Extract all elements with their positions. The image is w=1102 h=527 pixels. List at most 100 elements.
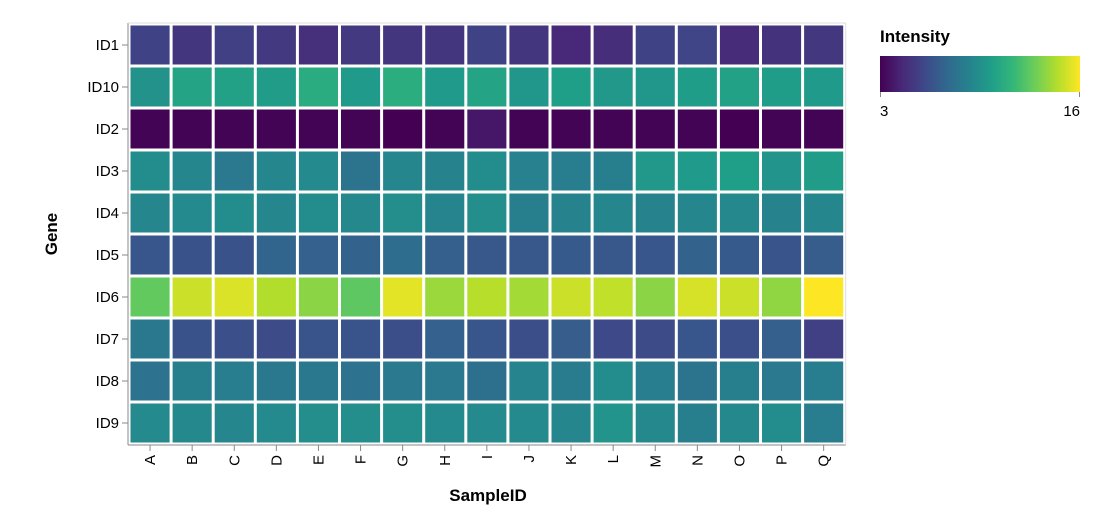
heatmap-cell [676,276,718,318]
heatmap-cell [718,24,761,66]
heatmap-cell [508,360,550,402]
heatmap-cell [340,276,382,318]
heatmap-cell [466,234,508,276]
heatmap-cell [718,234,761,276]
x-tick-label: I [479,455,496,459]
heatmap-cell [634,360,676,402]
heatmap-cell [803,402,845,444]
heatmap-cell [803,276,845,318]
y-tick-label: ID10 [87,79,119,96]
heatmap-cell [508,192,550,234]
heatmap-cell [297,402,339,444]
heatmap-cell [803,24,845,66]
heatmap-cell [550,192,592,234]
heatmap-cell [550,276,592,318]
heatmap-cell [129,402,171,444]
y-tick-label: ID1 [96,37,119,54]
heatmap-cell [255,360,297,402]
x-tick-label: N [689,455,706,466]
heatmap-cell [424,150,466,192]
heatmap-cell [550,318,592,360]
heatmap-cell [129,24,171,66]
x-tick-label: E [310,455,327,465]
x-tick-label: F [353,455,370,464]
heatmap-cell [382,108,424,150]
heatmap-cell [340,150,382,192]
heatmap-cell [676,150,718,192]
heatmap-cell [676,192,718,234]
x-axis-title: SampleID [449,486,526,505]
heatmap-cell [297,24,339,66]
heatmap-cell [171,24,213,66]
heatmap-cell [803,318,845,360]
heatmap-cell [297,66,339,108]
heatmap-cell [424,234,466,276]
heatmap-cell [718,318,761,360]
heatmap-cell [550,150,592,192]
heatmap-cell [634,276,676,318]
heatmap-cell [634,234,676,276]
heatmap-cell [382,276,424,318]
x-tick-label: H [437,455,454,466]
heatmap-cell [466,24,508,66]
y-tick-label: ID4 [96,205,119,222]
heatmap-cell [466,276,508,318]
heatmap-cell [382,402,424,444]
heatmap-cell [255,318,297,360]
heatmap-cell [340,66,382,108]
heatmap-cell [213,192,255,234]
heatmap-cell [592,108,634,150]
y-tick-label: ID9 [96,415,119,432]
y-axis-title: Gene [42,213,61,256]
heatmap-cell [592,360,634,402]
y-axis: ID1 ID10 ID2 ID3 ID4 ID5 ID6 ID7 ID8 ID9 [87,22,847,445]
y-tick-label: ID5 [96,247,119,264]
heatmap-cell [676,108,718,150]
heatmap-cell [550,234,592,276]
heatmap-cell [340,234,382,276]
legend-min-label: 3 [880,103,888,120]
heatmap-cell [550,66,592,108]
heatmap-cell [171,360,213,402]
heatmap-cell [382,234,424,276]
heatmap-cell [634,150,676,192]
heatmap-cell [424,318,466,360]
heatmap-cell [592,234,634,276]
heatmap-cell [508,108,550,150]
heatmap-cell [213,360,255,402]
heatmap-cell [761,108,803,150]
heatmap-cell [803,360,845,402]
heatmap-cell [171,150,213,192]
heatmap-cell [297,150,339,192]
heatmap-cell [718,402,761,444]
heatmap-cell [255,192,297,234]
heatmap-cell [508,66,550,108]
heatmap-cell [550,24,592,66]
heatmap-cell [382,24,424,66]
y-tick-label: ID8 [96,373,119,390]
legend: Intensity 3 16 [880,27,1080,120]
heatmap-cell [761,150,803,192]
x-tick-label: M [647,455,664,468]
heatmap-cell [297,234,339,276]
y-tick-label: ID2 [96,121,119,138]
heatmap-cell [508,402,550,444]
x-tick-label: O [731,455,748,467]
heatmap-cell [803,66,845,108]
heatmap-cell [424,402,466,444]
heatmap-cell [761,66,803,108]
heatmap-cell [718,150,761,192]
x-tick-label: Q [816,455,833,467]
heatmap-cell [761,24,803,66]
heatmap-cell [340,360,382,402]
heatmap-cell [213,150,255,192]
heatmap-cell [466,192,508,234]
heatmap-cell [508,24,550,66]
heatmap-cell [592,318,634,360]
heatmap-cell [129,66,171,108]
heatmap-cell [550,402,592,444]
x-tick-label: P [774,455,791,465]
heatmap-cell [382,150,424,192]
heatmap-cell [634,24,676,66]
